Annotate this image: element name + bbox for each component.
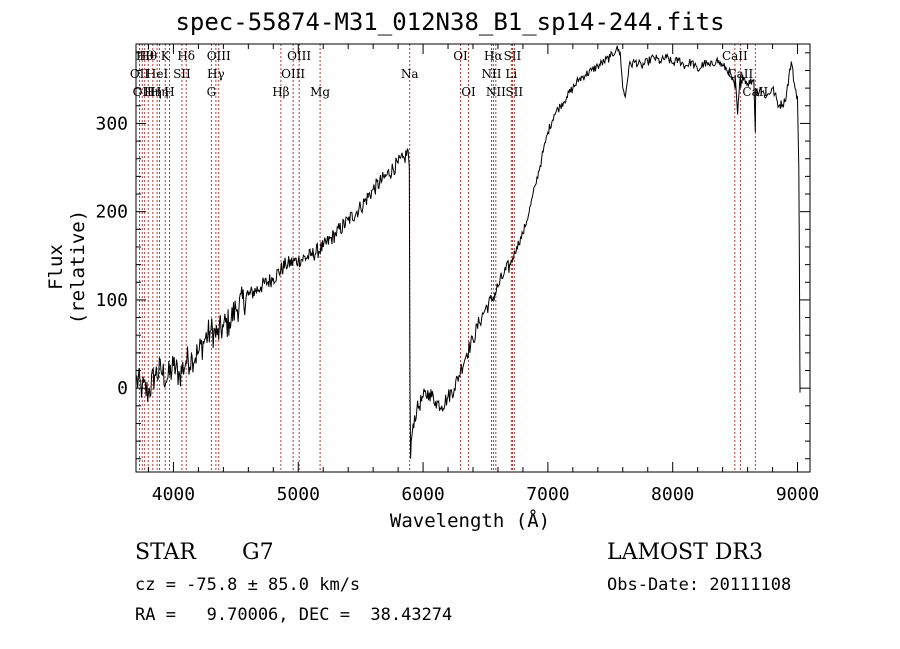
line-label-24: Li xyxy=(505,67,517,81)
y-tick-label-2: 200 xyxy=(95,202,128,223)
line-label-22: Hα xyxy=(484,49,503,63)
x-tick-label-3: 7000 xyxy=(526,484,569,505)
line-label-14: Hβ xyxy=(272,85,289,99)
line-label-6: Hη xyxy=(151,85,169,99)
line-label-16: OIII xyxy=(287,49,311,63)
x-tick-label-5: 9000 xyxy=(776,484,819,505)
y-tick-label-3: 300 xyxy=(95,113,128,134)
line-label-5: HeI xyxy=(146,67,169,81)
line-label-20: OI xyxy=(461,85,476,99)
obs-date: Obs-Date: 20111108 xyxy=(607,575,792,595)
x-tick-label-4: 8000 xyxy=(651,484,694,505)
spectrum-line xyxy=(135,45,801,459)
x-tick-label-2: 6000 xyxy=(401,484,444,505)
emission-line-markers xyxy=(139,44,756,472)
line-label-18: Na xyxy=(401,67,419,81)
coordinates: RA = 9.70006, DEC = 38.43274 xyxy=(135,605,453,625)
chart-title: spec-55874-M31_012N38_B1_sp14-244.fits xyxy=(175,8,725,36)
redshift-text: cz = -75.8 ± 85.0 km/s xyxy=(135,575,361,595)
line-label-10: Hδ xyxy=(177,49,195,63)
y-tick-label-1: 100 xyxy=(95,290,128,311)
line-label-17: Mg xyxy=(310,85,330,99)
survey-name: LAMOST DR3 xyxy=(607,540,763,565)
x-axis-label: Wavelength (Å) xyxy=(389,510,551,532)
line-label-12: Hγ xyxy=(207,67,225,81)
plot-frame xyxy=(135,43,811,473)
line-label-13: OIII xyxy=(207,49,231,63)
line-label-8: H xyxy=(164,85,174,99)
line-label-15: OIII xyxy=(281,67,305,81)
line-label-26: SII xyxy=(505,85,523,99)
axes: 4000 5000 6000 7000 8000 9000 0 100 200 300 xyxy=(95,44,819,505)
line-label-9: SII xyxy=(173,67,191,81)
x-tick-label-0: 4000 xyxy=(152,484,195,505)
line-label-21: NII xyxy=(481,67,501,81)
line-label-0: OII xyxy=(130,67,150,81)
y-axis-label: Flux (relative) xyxy=(45,209,89,325)
object-class: STAR xyxy=(135,540,196,565)
line-label-11: G xyxy=(207,85,217,99)
emission-line-labels: OIIOIIHθHθHηHeIHηKHSIIHδGHγOIIIHβOIIIOII… xyxy=(130,49,769,99)
line-label-19: OI xyxy=(453,49,468,63)
line-label-27: CaII xyxy=(722,49,748,63)
y-tick-label-0: 0 xyxy=(117,378,128,399)
object-subclass: G7 xyxy=(242,540,274,565)
line-label-7: K xyxy=(161,49,171,63)
line-label-23: NII xyxy=(486,85,506,99)
line-label-28: CaII xyxy=(727,67,753,81)
spectrum-series xyxy=(135,45,801,459)
line-label-4: Hη xyxy=(144,85,162,99)
line-label-3: Hθ xyxy=(139,49,157,63)
x-tick-label-1: 5000 xyxy=(277,484,320,505)
line-label-25: SII xyxy=(504,49,522,63)
